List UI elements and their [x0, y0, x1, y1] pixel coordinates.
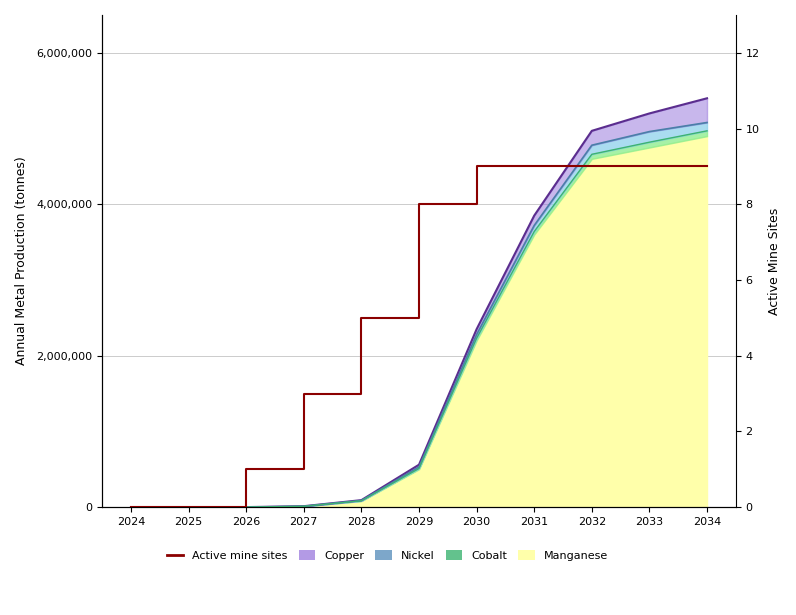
- Y-axis label: Active Mine Sites: Active Mine Sites: [768, 207, 781, 315]
- Y-axis label: Annual Metal Production (tonnes): Annual Metal Production (tonnes): [15, 157, 28, 365]
- Legend: Active mine sites, Copper, Nickel, Cobalt, Manganese: Active mine sites, Copper, Nickel, Cobal…: [162, 546, 612, 566]
